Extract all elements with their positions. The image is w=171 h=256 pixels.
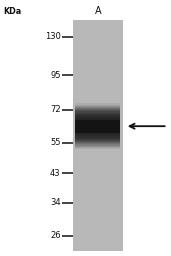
Text: 55: 55 (50, 138, 61, 147)
Bar (75, 108, 120, 144)
Bar (75, 111, 120, 141)
Text: KDa: KDa (3, 7, 22, 16)
Bar (75, 107, 120, 146)
Bar (75, 121, 120, 132)
Bar (75, 122, 120, 131)
Bar (75, 123, 120, 130)
Bar (75, 109, 120, 143)
Text: 72: 72 (50, 105, 61, 114)
Bar (75, 125, 120, 127)
Text: 130: 130 (45, 32, 61, 41)
Bar (75, 104, 120, 148)
Bar (75, 116, 120, 136)
Bar (75, 115, 120, 137)
Bar (75, 117, 120, 135)
Bar (75, 119, 120, 133)
Bar (75, 110, 120, 142)
Text: 43: 43 (50, 169, 61, 178)
Bar (75, 124, 120, 129)
Bar (75, 114, 120, 139)
Bar (75, 118, 120, 134)
Bar (75, 120, 120, 133)
Bar (73, 20, 123, 251)
Bar (75, 106, 120, 147)
Text: A: A (95, 6, 101, 16)
Bar (75, 103, 120, 149)
Bar (75, 112, 120, 140)
Text: 26: 26 (50, 231, 61, 240)
Text: 95: 95 (50, 71, 61, 80)
Text: 34: 34 (50, 198, 61, 207)
